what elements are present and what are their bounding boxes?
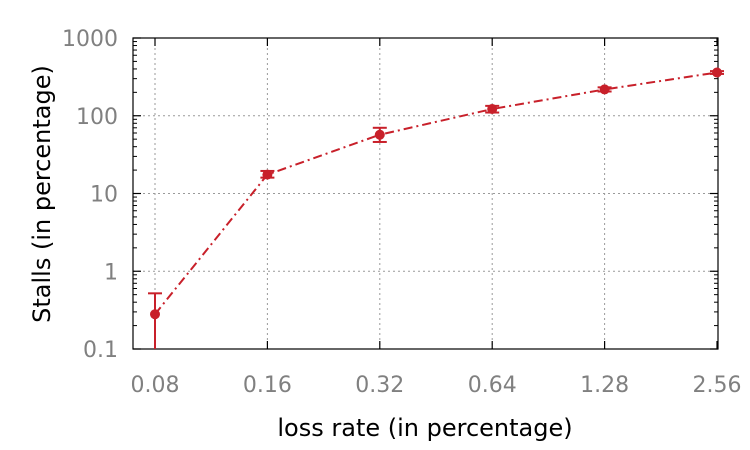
data-point	[262, 169, 273, 180]
y-tick-label: 1000	[62, 27, 118, 52]
data-point	[599, 84, 610, 95]
x-tick-label: 0.08	[131, 373, 180, 398]
x-tick-label: 2.56	[693, 373, 742, 398]
data-point	[374, 129, 385, 140]
y-tick-label: 10	[90, 183, 118, 208]
y-tick-label: 0.1	[83, 338, 118, 363]
y-axis-label: Stalls (in percentage)	[28, 65, 56, 323]
axis-ticks	[133, 37, 718, 350]
x-tick-label: 0.64	[468, 373, 517, 398]
data-point	[712, 67, 722, 78]
x-tick-label: 1.28	[580, 373, 629, 398]
y-tick-label: 1	[104, 260, 118, 285]
error-bar	[148, 292, 162, 349]
data-point	[150, 309, 160, 320]
grid-lines	[133, 38, 718, 349]
tick-labels: 0.1 1 10 100 1000 0.08 0.16 0.32 0.64 1.28 2.56	[62, 27, 741, 398]
data-point	[487, 104, 498, 115]
series-layer	[148, 67, 724, 349]
y-tick-label: 100	[76, 105, 118, 130]
x-tick-label: 0.32	[355, 373, 404, 398]
x-axis-label: loss rate (in percentage)	[277, 414, 572, 442]
series-line	[154, 71, 718, 315]
x-tick-label: 0.16	[243, 373, 292, 398]
